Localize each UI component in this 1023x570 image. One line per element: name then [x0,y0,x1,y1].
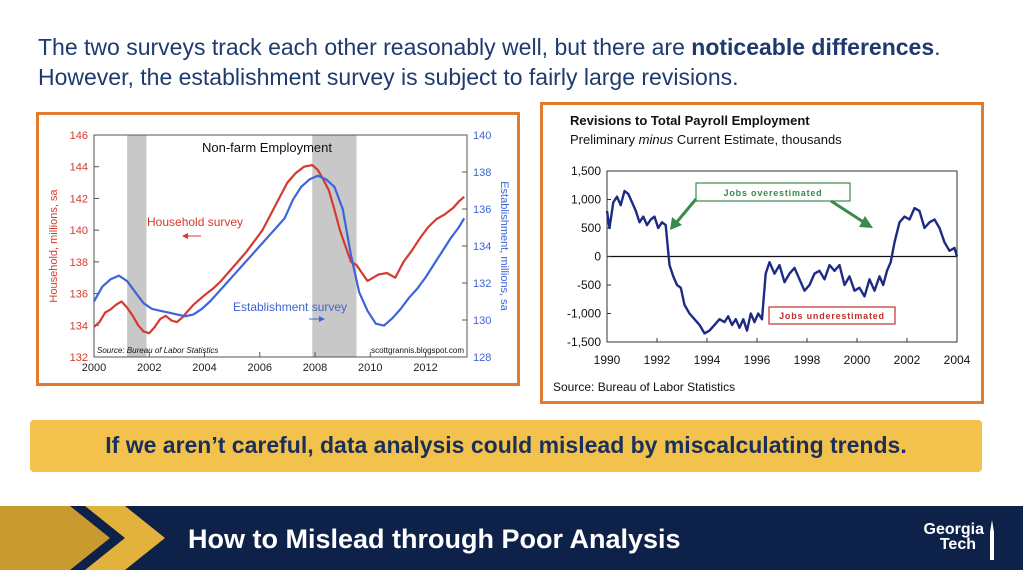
intro-text: The two surveys track each other reasona… [38,32,998,92]
footer-bar: How to Mislead through Poor Analysis Geo… [0,506,1023,570]
jobs-underestimated-label: Jobs underestimated [779,311,885,321]
x-tick-label: 1990 [594,353,621,367]
y-tick-label: 1,500 [571,164,601,178]
y-right-tick-label: 136 [473,204,491,216]
y-left-tick-label: 146 [70,130,88,142]
payroll-revisions-panel: Revisions to Total Payroll Employment Pre… [540,102,984,404]
x-tick-label: 2002 [137,362,161,374]
payroll-revisions-chart: Revisions to Total Payroll Employment Pre… [553,113,971,394]
y-tick-label: 0 [594,250,601,264]
series-line-household [93,163,465,335]
establishment-arrow-head [319,316,325,322]
georgia-tech-logo: Georgia Tech [900,521,984,553]
jobs-underestimated-box [768,306,896,325]
y-right-tick-label: 138 [473,167,491,179]
y-right-tick-label: 132 [473,278,491,290]
household-survey-label: Household survey [147,215,243,229]
x-tick-label: 2004 [192,362,216,374]
source-note: Source: Bureau of Labor Statistics [553,380,735,394]
tower-icon [990,520,994,560]
x-tick-label: 1996 [744,353,771,367]
logo-line-1: Georgia [923,521,984,538]
x-tick-label: 2004 [944,353,971,367]
y-right-tick-label: 134 [473,241,491,253]
x-tick-label: 2002 [894,353,921,367]
series-line-establishment [93,174,466,327]
x-tick-label: 2008 [303,362,327,374]
credit-note: scottgrannis.blogspot.com [371,346,464,355]
overestimated-arrowhead-left [670,217,682,230]
chart-subtitle: Preliminary minus Current Estimate, thou… [570,132,842,147]
subtitle-part2: Current Estimate, thousands [673,132,842,147]
intro-bold: noticeable differences [691,34,935,60]
y-left-tick-label: 140 [70,225,88,237]
y-left-tick-label: 132 [70,352,88,364]
footer-title: How to Mislead through Poor Analysis [188,524,681,554]
x-tick-label: 2012 [413,362,437,374]
y-right-tick-label: 130 [473,315,491,327]
chart-title: Revisions to Total Payroll Employment [570,113,810,128]
y-left-tick-label: 138 [70,257,88,269]
y-left-tick-label: 144 [70,162,88,174]
subtitle-part1: Preliminary [570,132,639,147]
y-tick-label: -500 [577,278,601,292]
overestimated-arrow-left [674,198,698,224]
overestimated-arrow-right [830,199,866,225]
subtitle-italic: minus [639,132,674,147]
y-tick-label: -1,000 [567,307,601,321]
y-left-tick-label: 142 [70,193,88,205]
source-note: Source: Bureau of Labor Statistics [97,346,218,355]
y-left-tick-label: 134 [70,320,88,332]
nonfarm-employment-chart: 132 134 136 138 140 142 144 146 128 130 132 134 136 1… [48,130,510,374]
y-left-axis-label: Household, millions, sa [48,189,60,303]
logo-line-2: Tech [939,536,976,553]
intro-part2: . However, the establishment survey is s… [38,34,941,90]
nonfarm-employment-panel: 132 134 136 138 140 142 144 146 128 130 132 134 136 1… [36,112,520,386]
y-left-tick-label: 136 [70,289,88,301]
y-right-axis-label: Establishment, millions, sa [498,181,510,311]
chart-title: Non-farm Employment [202,140,332,155]
x-tick-label: 1998 [794,353,821,367]
y-tick-label: 500 [581,221,601,235]
y-right-tick-label: 140 [473,130,491,142]
intro-part1: The two surveys track each other reasona… [38,34,692,60]
footer-chevron-decoration [0,506,165,570]
y-tick-label: 1,000 [571,193,601,207]
x-tick-label: 1992 [644,353,671,367]
x-tick-label: 1994 [694,353,721,367]
household-arrow-head [182,233,188,239]
callout-banner: If we aren’t careful, data analysis coul… [30,420,982,472]
jobs-overestimated-box [695,182,851,202]
establishment-survey-label: Establishment survey [233,300,347,314]
y-right-tick-label: 128 [473,352,491,364]
y-tick-label: -1,500 [567,335,601,349]
overestimated-arrowhead-right [859,216,873,228]
callout-text: If we aren’t careful, data analysis coul… [105,432,907,458]
x-tick-label: 2000 [844,353,871,367]
x-tick-label: 2006 [248,362,272,374]
x-tick-label: 2010 [358,362,382,374]
series-line-revisions [605,189,959,335]
jobs-overestimated-label: Jobs overestimated [724,188,823,198]
x-tick-label: 2000 [82,362,106,374]
plot-frame [93,134,468,358]
